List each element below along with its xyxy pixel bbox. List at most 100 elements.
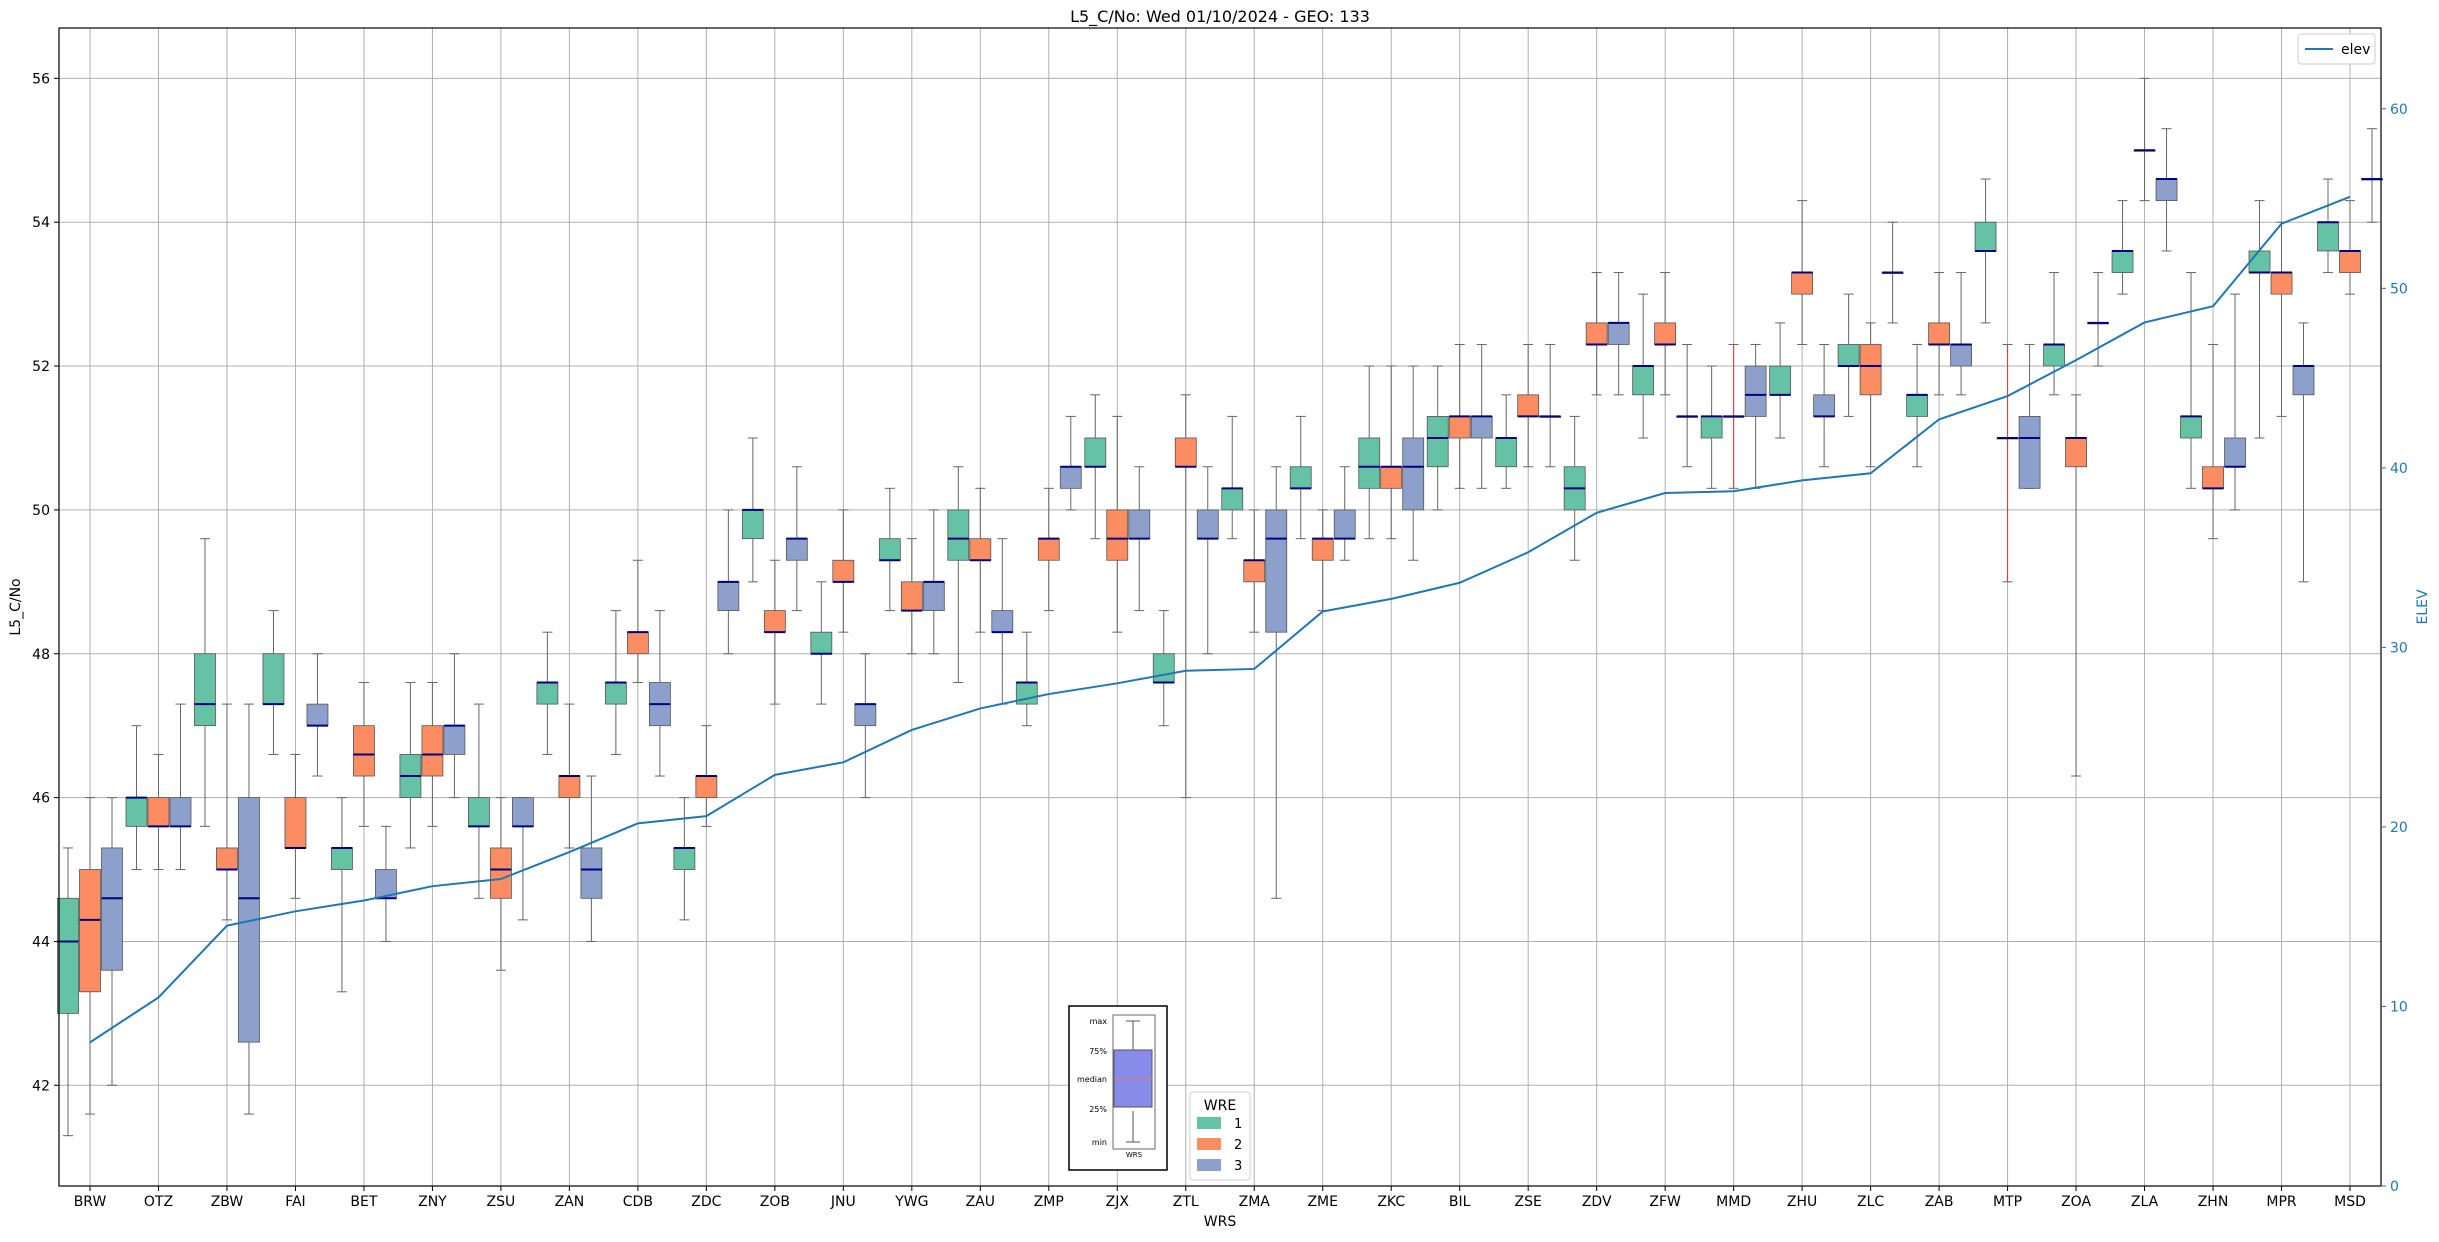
x-tick-label: BET [350, 1194, 377, 1210]
box-wre-2 [1859, 344, 1882, 396]
key-axes-frame [1112, 1014, 1156, 1150]
box-wre-3 [1265, 509, 1288, 633]
box-wre-3 [991, 610, 1014, 633]
x-tick-label: ZNY [418, 1194, 447, 1210]
x-tick-label: ZMP [1034, 1194, 1064, 1210]
x-tick-label: ZAN [555, 1194, 585, 1210]
key-xlabel: WRS [1126, 1151, 1143, 1159]
box-wre-2 [626, 631, 649, 655]
elev-legend-label: elev [2341, 42, 2370, 58]
box-wre-1 [468, 797, 490, 827]
box-wre-2 [2270, 272, 2293, 295]
x-tick-label: ZBW [211, 1194, 244, 1210]
x-tick-label: ZHN [2198, 1194, 2229, 1210]
box-wre-3 [1402, 437, 1425, 511]
box-wre-3 [2155, 178, 2178, 202]
x-tick-label: MSD [2334, 1194, 2366, 1210]
key-label-min: min [1092, 1138, 1107, 1147]
box-wre-2 [421, 725, 444, 777]
box-wre-1 [1358, 437, 1381, 489]
box-wre-1 [604, 682, 627, 705]
x-tick-label: ZME [1307, 1194, 1338, 1210]
elev-legend-frame [2297, 33, 2376, 65]
box-wre-2 [216, 847, 238, 870]
x-tick-label: OTZ [144, 1194, 173, 1210]
x-tick-label: MTP [1993, 1194, 2022, 1210]
box-wre-3 [101, 847, 123, 971]
box-wre-2 [1517, 394, 1540, 417]
y-axis-label: L5_C/No [8, 578, 24, 635]
elev-line [89, 195, 2351, 1044]
box-wre-2 [79, 869, 101, 993]
x-tick-label: CDB [623, 1194, 653, 1210]
x-tick-label: ZDC [691, 1194, 721, 1210]
y2-tick-label: 40 [2390, 461, 2408, 477]
y-tick-label: 54 [32, 215, 50, 231]
box-wre-3 [2292, 365, 2315, 396]
box-wre-2 [284, 797, 307, 849]
box-wre-1 [331, 847, 353, 870]
box-wre-1 [1426, 415, 1449, 468]
box-wre-2 [1791, 272, 1814, 295]
y-tick-label: 56 [32, 71, 50, 87]
y2-axis-label: ELEV [2415, 589, 2431, 624]
box-wre-2 [1243, 559, 1266, 583]
box-wre-3 [854, 703, 877, 727]
box-wre-2 [1380, 466, 1403, 489]
y-tick-label: 46 [32, 791, 50, 807]
y2-tick-label: 10 [2390, 999, 2408, 1015]
box-wre-2 [1174, 437, 1197, 468]
plot-frame [58, 27, 2382, 1187]
box-wre-2 [2202, 466, 2224, 489]
x-tick-label: FAI [285, 1194, 305, 1210]
wre-legend-label-3: 3 [1234, 1159, 1242, 1174]
y-tick-label: 42 [32, 1078, 50, 1094]
wre-legend-label-1: 1 [1234, 1117, 1242, 1132]
x-tick-label: BRW [74, 1194, 107, 1210]
x-tick-label: MPR [2266, 1194, 2297, 1210]
key-label-q3: 75% [1089, 1047, 1107, 1056]
box-wre-1 [1974, 221, 1997, 252]
box-wre-3 [1607, 322, 1630, 345]
box-wre-1 [57, 897, 79, 1014]
wre-legend: WRE 1 2 3 [1189, 1091, 1251, 1181]
y2-axis-ticks: 0 10 20 30 40 50 60 [2381, 102, 2408, 1195]
box-wre-2 [558, 775, 581, 799]
elev-line-layer [89, 195, 2351, 1044]
box-wre-1 [1084, 437, 1107, 468]
box-wre-1 [1495, 437, 1518, 468]
box-wre-3 [443, 725, 466, 755]
x-tick-label: BIL [1449, 1194, 1471, 1210]
x-tick-label: ZLA [2131, 1194, 2159, 1210]
x-tick-label: ZHU [1787, 1194, 1817, 1210]
box-wre-2 [1037, 538, 1060, 561]
box-key-inset: max 75% median 25% min WRS [1068, 1005, 1168, 1171]
y2-tick-label: 50 [2390, 281, 2408, 297]
y2-tick-label: 30 [2390, 640, 2408, 656]
box-wre-1 [1769, 365, 1792, 396]
box-wre-2 [353, 725, 375, 777]
wre-legend-title: WRE [1204, 1098, 1236, 1114]
box-wre-3 [169, 797, 192, 827]
wre-legend-swatch-3 [1197, 1159, 1221, 1171]
x-tick-label: YWG [894, 1194, 928, 1210]
box-wre-2 [2065, 437, 2087, 468]
box-wre-1 [1289, 466, 1312, 489]
box-wre-3 [1470, 415, 1493, 439]
box-wre-1 [1632, 365, 1655, 396]
x-tick-label: ZMA [1239, 1194, 1271, 1210]
y-tick-label: 52 [32, 359, 50, 375]
x-axis-ticks: BRW OTZ ZBW FAI BET ZNY ZSU ZAN CDB ZDC ZOB JNU YWG Z… [74, 1186, 2366, 1210]
x-tick-label: ZOA [2061, 1194, 2091, 1210]
key-label-q1: 25% [1089, 1105, 1107, 1114]
x-tick-label: MMD [1716, 1194, 1751, 1210]
x-tick-label: ZAB [1925, 1194, 1954, 1210]
box-wre-2 [2339, 250, 2361, 273]
elev-legend: elev [2297, 33, 2376, 65]
boxes [57, 149, 2383, 1043]
wre-legend-swatch-1 [1197, 1117, 1221, 1129]
box-wre-1 [125, 797, 148, 827]
x-tick-label: ZSU [487, 1194, 516, 1210]
